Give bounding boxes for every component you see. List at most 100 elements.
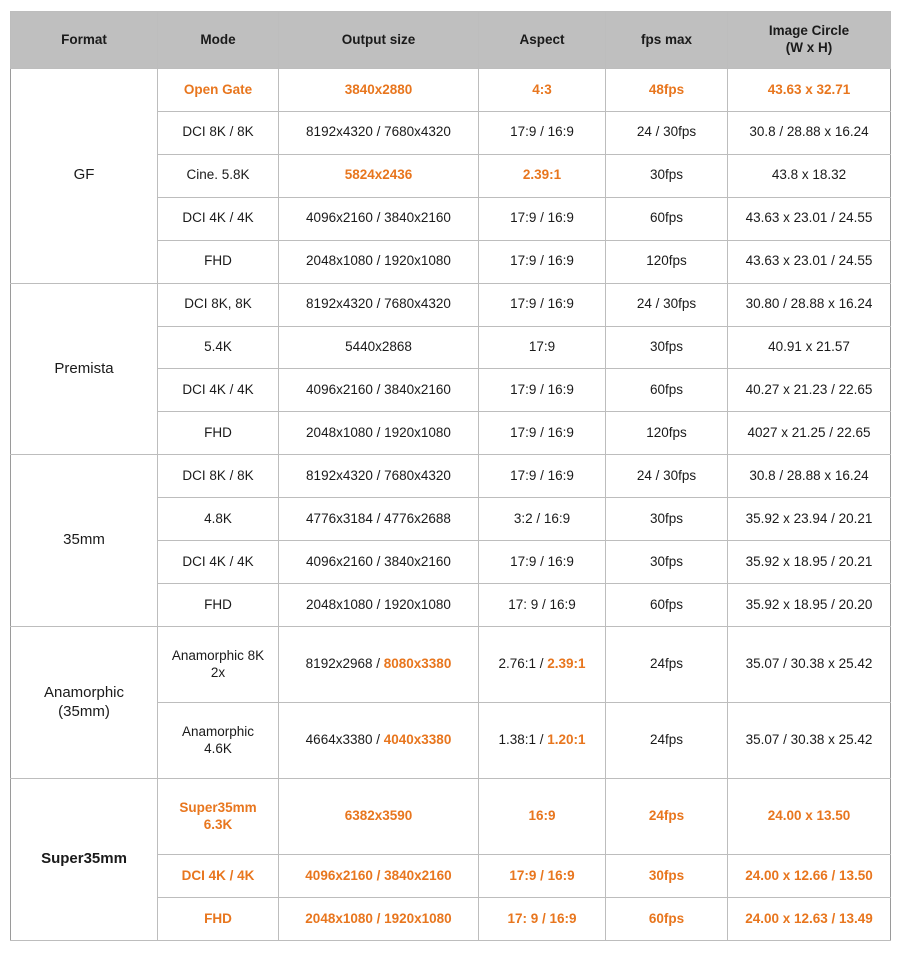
table-row: FHD 2048x1080 / 1920x1080 17: 9 / 16:9 60fp… xyxy=(11,583,891,627)
output-size-cell-highlight: 8080x3380 xyxy=(383,656,452,672)
mode-cell: DCI 8K, 8K xyxy=(157,282,279,327)
output-size-cell: 2048x1080 / 1920x1080 xyxy=(278,583,479,627)
image-circle-cell-text: 30.8 / 28.88 x 16.24 xyxy=(749,467,869,483)
image-circle-cell-text: 43.63 x 23.01 / 24.55 xyxy=(745,210,873,226)
mode-cell: DCI 4K / 4K xyxy=(157,854,279,898)
format-sublabel: (35mm) xyxy=(58,702,110,720)
mode-cell-text: DCI 4K / 4K xyxy=(182,210,254,226)
output-size-cell: 8192x4320 / 7680x4320 xyxy=(278,454,479,499)
image-circle-cell: 30.80 / 28.88 x 16.24 xyxy=(727,282,891,327)
image-circle-cell: 4027 x 21.25 / 22.65 xyxy=(727,411,891,456)
image-circle-cell: 40.91 x 21.57 xyxy=(727,325,891,370)
fps-max-cell: 30fps xyxy=(605,325,728,370)
fps-max-cell: 24 / 30fps xyxy=(605,454,728,499)
fps-max-cell: 24fps xyxy=(605,625,728,704)
output-size-cell-base: 8192x2968 / xyxy=(305,656,384,672)
fps-max-cell: 120fps xyxy=(605,239,728,284)
image-circle-cell: 35.92 x 18.95 / 20.21 xyxy=(727,540,891,585)
image-circle-cell-text: 24.00 x 12.66 / 13.50 xyxy=(745,867,873,883)
output-size-cell: 4096x2160 / 3840x2160 xyxy=(278,854,479,898)
col-output-size-label: Output size xyxy=(341,31,416,47)
output-size-cell: 2048x1080 / 1920x1080 xyxy=(278,897,479,941)
mode-cell-text2: 2x xyxy=(210,664,226,680)
mode-cell-text: Super35mm xyxy=(179,799,257,815)
output-size-cell-text: 6382x3590 xyxy=(344,808,413,824)
fps-max-cell-text: 60fps xyxy=(649,381,684,397)
format-cell: 35mm xyxy=(10,454,158,627)
image-circle-cell: 35.07 / 30.38 x 25.42 xyxy=(727,702,891,780)
aspect-cell: 17:9 / 16:9 xyxy=(478,110,606,155)
output-size-cell: 5440x2868 xyxy=(278,325,479,370)
mode-cell-text: FHD xyxy=(204,596,232,612)
output-size-cell-text: 3840x2880 xyxy=(344,81,413,97)
fps-max-cell-text: 30fps xyxy=(649,339,684,355)
mode-cell-text: DCI 4K / 4K xyxy=(182,553,254,569)
fps-max-cell-text: 48fps xyxy=(648,81,685,97)
aspect-cell-highlight: 1.20:1 xyxy=(547,732,586,748)
aspect-cell: 2.76:1 / 2.39:1 xyxy=(478,625,606,704)
mode-cell-text: DCI 8K / 8K xyxy=(182,467,254,483)
format-cell: Super35mm xyxy=(10,778,158,941)
aspect-cell-text: 17:9 / 16:9 xyxy=(510,424,574,440)
aspect-cell-text: 3:2 / 16:9 xyxy=(513,510,571,526)
mode-cell: FHD xyxy=(157,583,279,627)
mode-cell: DCI 8K / 8K xyxy=(157,454,279,499)
fps-max-cell-text: 24fps xyxy=(649,656,684,672)
mode-cell-text: DCI 8K / 8K xyxy=(182,124,254,140)
aspect-cell: 17:9 / 16:9 xyxy=(478,411,606,456)
output-size-cell-text: 2048x1080 / 1920x1080 xyxy=(306,253,451,269)
mode-cell-text: Open Gate xyxy=(183,81,253,97)
format-cell: Anamorphic (35mm) xyxy=(10,625,158,780)
image-circle-cell: 43.63 x 23.01 / 24.55 xyxy=(727,239,891,284)
mode-cell: 4.8K xyxy=(157,497,279,542)
col-fps-max-label: fps max xyxy=(640,31,693,47)
output-size-cell-base: 4664x3380 / xyxy=(305,732,384,748)
mode-cell: DCI 8K / 8K xyxy=(157,110,279,155)
mode-cell: Super35mm 6.3K xyxy=(157,778,279,856)
mode-cell-text: FHD xyxy=(204,910,232,926)
image-circle-cell-text: 24.00 x 13.50 xyxy=(767,808,851,824)
aspect-cell-base: 1.38:1 / xyxy=(498,732,548,748)
fps-max-cell: 24fps xyxy=(605,778,728,856)
mode-cell-text: FHD xyxy=(204,424,232,440)
output-size-cell: 4096x2160 / 3840x2160 xyxy=(278,196,479,241)
output-size-cell-highlight: 4040x3380 xyxy=(383,732,452,748)
aspect-cell-text: 17: 9 / 16:9 xyxy=(508,596,576,612)
mode-cell-text: Anamorphic 8K xyxy=(171,647,265,663)
mode-cell-text: FHD xyxy=(204,253,232,269)
aspect-cell: 17:9 / 16:9 xyxy=(478,854,606,898)
col-aspect: Aspect xyxy=(478,11,606,69)
fps-max-cell-text: 24fps xyxy=(648,808,685,824)
output-size-cell: 4664x3380 / 4040x3380 xyxy=(278,702,479,780)
aspect-cell: 17:9 / 16:9 xyxy=(478,454,606,499)
table-row: 5.4K 5440x2868 17:9 30fps 40.91 x 21.57 xyxy=(11,325,891,370)
fps-max-cell-text: 24fps xyxy=(649,732,684,748)
fps-max-cell: 30fps xyxy=(605,540,728,585)
format-label: Premista xyxy=(54,359,114,377)
image-circle-cell-text: 40.27 x 21.23 / 22.65 xyxy=(745,381,873,397)
output-size-cell: 4776x3184 / 4776x2688 xyxy=(278,497,479,542)
image-circle-cell-text: 40.91 x 21.57 xyxy=(768,339,850,355)
col-mode-label: Mode xyxy=(200,31,236,47)
output-size-cell: 3840x2880 xyxy=(278,68,479,112)
fps-max-cell-text: 24 / 30fps xyxy=(636,296,697,312)
aspect-cell: 4:3 xyxy=(478,68,606,112)
mode-cell: Cine. 5.8K xyxy=(157,153,279,198)
table-body: GF Open Gate 3840x2880 4:3 48fps 43.63 x 32.7… xyxy=(10,68,891,941)
fps-max-cell-text: 60fps xyxy=(648,910,685,926)
aspect-cell-text: 17:9 xyxy=(528,339,556,355)
aspect-cell-text: 4:3 xyxy=(532,81,552,97)
col-mode: Mode xyxy=(157,11,279,69)
format-label: GF xyxy=(73,166,95,184)
image-circle-cell: 40.27 x 21.23 / 22.65 xyxy=(727,368,891,413)
fps-max-cell: 120fps xyxy=(605,411,728,456)
table-row: DCI 4K / 4K 4096x2160 / 3840x2160 17:9 / 1… xyxy=(11,540,891,585)
fps-max-cell: 24fps xyxy=(605,702,728,780)
table-row: Premista DCI 8K, 8K 8192x4320 / 7680x4320 1… xyxy=(10,282,891,456)
output-size-cell-text: 8192x4320 / 7680x4320 xyxy=(306,467,451,483)
image-circle-cell-text: 35.92 x 18.95 / 20.21 xyxy=(745,553,873,569)
fps-max-cell: 24 / 30fps xyxy=(605,282,728,327)
aspect-cell-text: 17:9 / 16:9 xyxy=(510,124,574,140)
format-label: Anamorphic xyxy=(43,683,125,701)
image-circle-cell-text: 4027 x 21.25 / 22.65 xyxy=(747,424,871,440)
